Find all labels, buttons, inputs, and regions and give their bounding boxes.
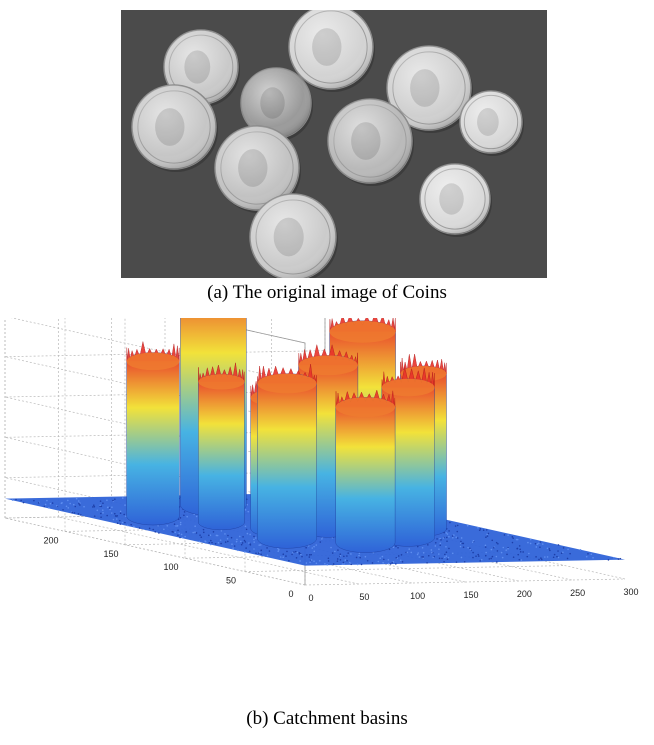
coin	[386, 45, 473, 133]
catchment-column	[257, 363, 317, 549]
catchment-column	[335, 389, 396, 553]
x-tick-label: 150	[463, 590, 478, 600]
x-tick-label: 300	[623, 587, 638, 597]
x-tick-label: 200	[517, 589, 532, 599]
axis-ticks: 3002502001501005002502001501005000501001…	[43, 535, 638, 603]
x-tick-label: 250	[570, 588, 585, 598]
y-tick-label: 200	[43, 535, 58, 545]
coin	[131, 84, 218, 172]
catchment-basins-surface: 3002502001501005002502001501005000501001…	[4, 318, 639, 603]
x-tick-label: 50	[359, 592, 369, 602]
catchment-plot: 3002502001501005002502001501005000501001…	[0, 318, 654, 698]
catchment-column	[198, 362, 245, 531]
caption-a: (a) The original image of Coins	[207, 282, 447, 303]
coin	[419, 163, 492, 237]
y-tick-label: 0	[288, 589, 293, 599]
coin	[214, 125, 301, 213]
caption-b: (b) Catchment basins	[246, 708, 408, 729]
coin	[327, 98, 414, 186]
y-tick-label: 150	[103, 549, 118, 559]
x-tick-label: 0	[308, 593, 313, 603]
y-tick-label: 50	[226, 576, 236, 586]
coin	[249, 193, 338, 278]
coins-image	[121, 10, 547, 278]
coin	[288, 10, 375, 92]
coin	[240, 67, 313, 141]
surface-columns	[126, 318, 447, 553]
coin	[459, 90, 524, 156]
coins-photo	[121, 10, 547, 278]
catchment-column	[126, 341, 180, 526]
x-tick-label: 100	[410, 591, 425, 601]
y-tick-label: 100	[163, 562, 178, 572]
